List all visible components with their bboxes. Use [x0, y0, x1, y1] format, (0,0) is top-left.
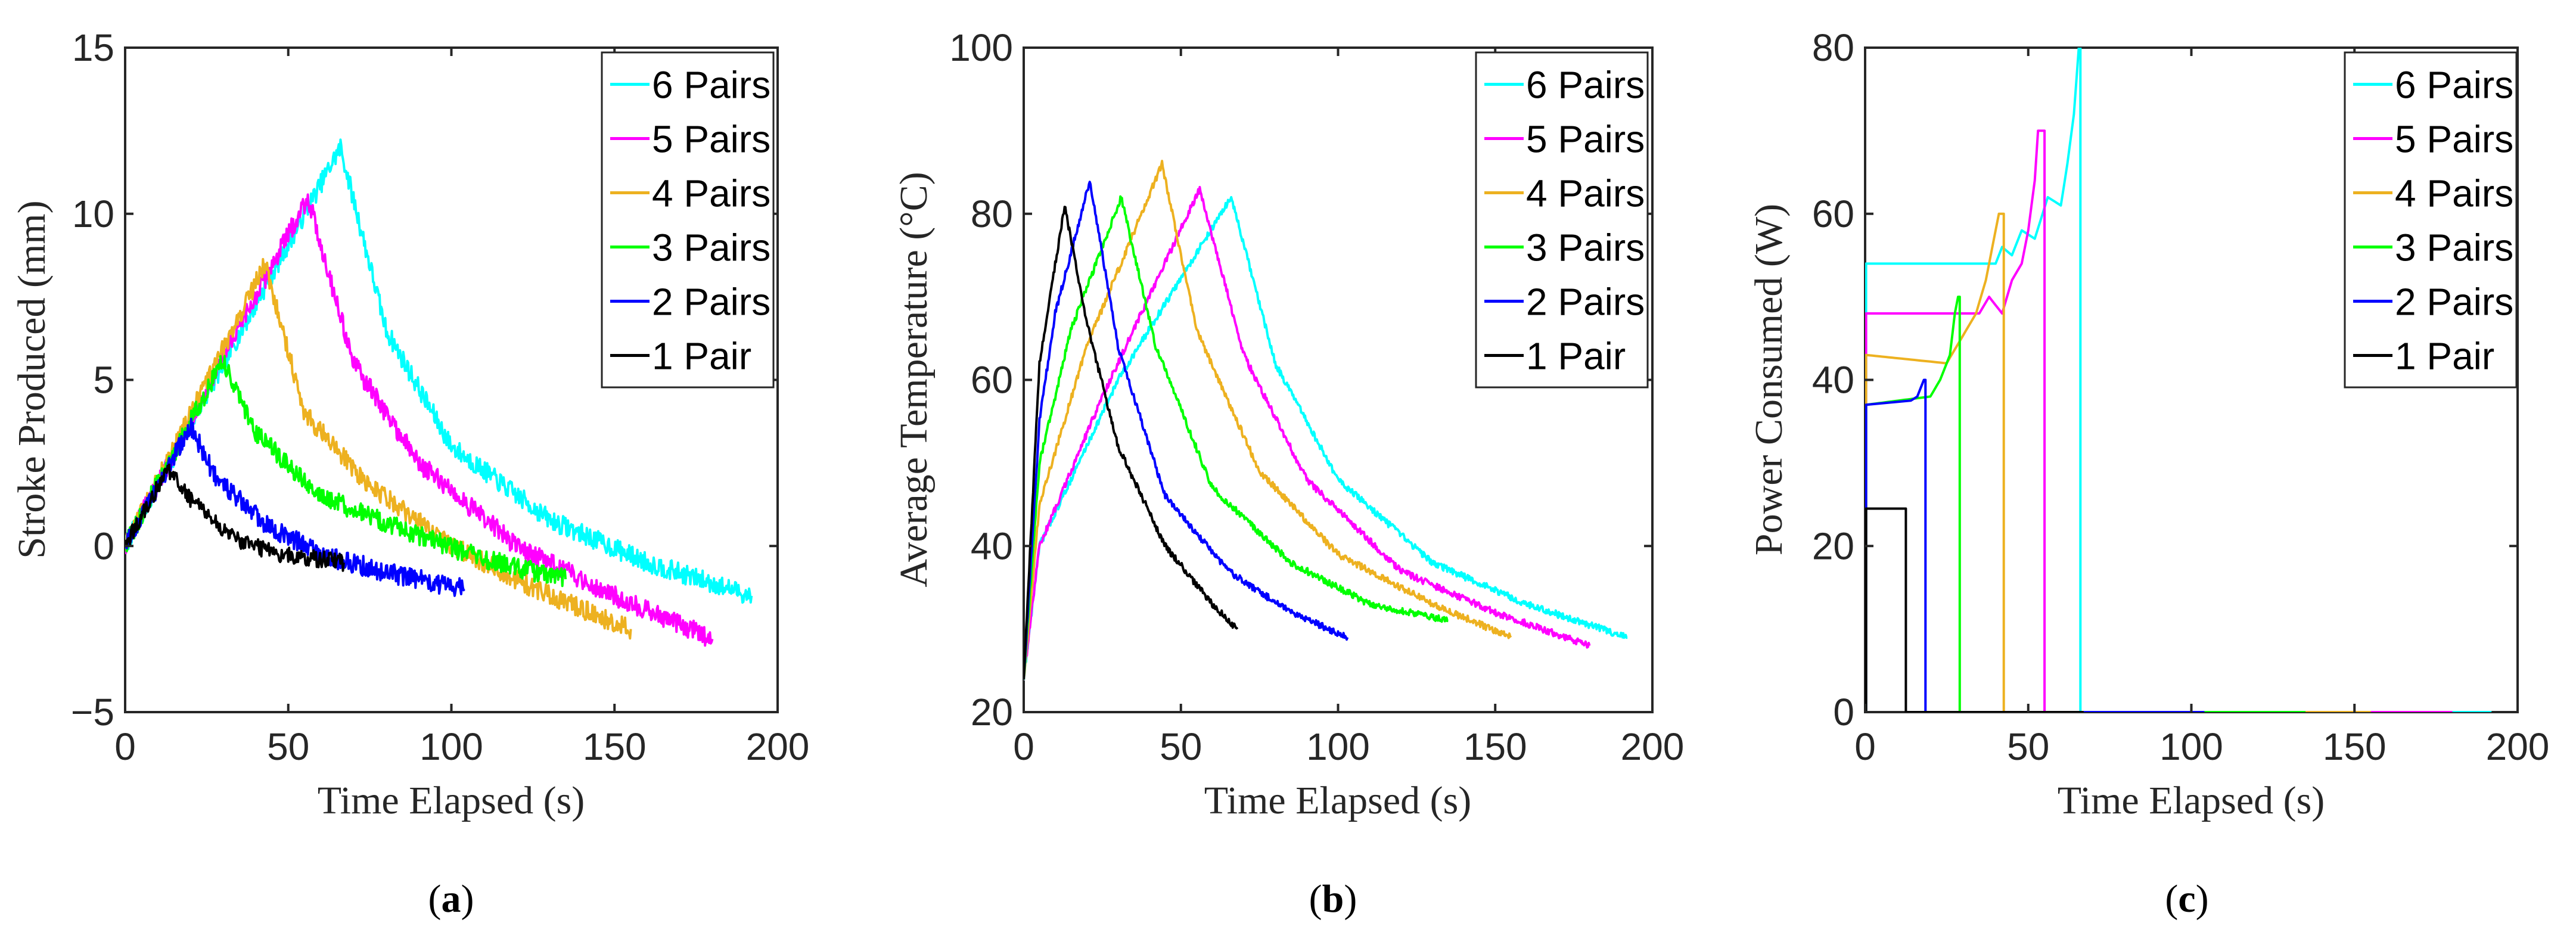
legend-label: 1 Pair: [652, 335, 751, 378]
x-tick-label: 50: [2007, 725, 2049, 768]
y-tick-label: 80: [971, 192, 1013, 235]
y-tick-label: 0: [93, 524, 114, 567]
x-tick-label: 0: [1013, 725, 1034, 768]
series-line-b-3-pairs: [1024, 195, 1449, 680]
legend-label: 5 Pairs: [2395, 118, 2513, 161]
legend-label: 4 Pairs: [652, 172, 770, 215]
legend-c: 6 Pairs 5 Pairs 4 Pairs 3 Pairs 2 Pairs 1 Pai…: [2344, 51, 2518, 389]
series-line-c-3-pairs: [1865, 296, 2306, 712]
series-line-a-3-pairs: [125, 355, 567, 588]
legend-label: 6 Pairs: [2395, 64, 2513, 107]
x-tick-label: 150: [1463, 725, 1527, 768]
panel-b: 0 50 100 150 200 20 40 60 80 100 Time Elapsed (s)…: [892, 26, 1684, 921]
legend-box: [2344, 51, 2518, 389]
series-line-c-5-pairs: [1865, 129, 2453, 712]
series-line-a-4-pairs: [125, 257, 632, 640]
y-tick-label: 15: [72, 26, 114, 69]
y-axis-label-c: Power Consumed (W): [1747, 204, 1791, 555]
legend-label: 2 Pairs: [1526, 281, 1645, 324]
y-tick-label: 40: [1812, 359, 1854, 402]
x-tick-label: 100: [2159, 725, 2223, 768]
y-tick-label: 20: [1812, 524, 1854, 567]
y-tick-label: 10: [72, 192, 114, 235]
x-tick-label: 0: [1854, 725, 1876, 768]
panel-c: 0 50 100 150 200 0 20 40 60 80 Time Elapsed (s) P…: [1747, 26, 2549, 921]
legend-label: 2 Pairs: [652, 281, 770, 324]
x-tick-label: 150: [583, 725, 647, 768]
legend-a: 6 Pairs 5 Pairs 4 Pairs 3 Pairs 2 Pairs 1 Pai…: [601, 51, 775, 389]
x-tick-label: 100: [420, 725, 483, 768]
series-line-c-4-pairs: [1865, 212, 2371, 712]
caption-b: (b): [1309, 877, 1357, 921]
series-line-c-6-pairs: [1865, 48, 2492, 712]
y-tick-label: 80: [1812, 26, 1854, 69]
y-tick-label: −5: [71, 691, 114, 734]
x-tick-label: 100: [1306, 725, 1370, 768]
y-tick-label: 0: [1833, 691, 1854, 734]
plot-area-c: [1865, 48, 2492, 712]
x-tick-label: 50: [1160, 725, 1202, 768]
x-axis-label-c: Time Elapsed (s): [2058, 779, 2325, 822]
caption-c: (c): [2165, 877, 2208, 921]
legend-label: 2 Pairs: [2395, 281, 2513, 324]
legend-label: 6 Pairs: [1526, 64, 1645, 107]
x-axis-label-b: Time Elapsed (s): [1204, 779, 1472, 822]
legend-label: 3 Pairs: [652, 226, 770, 269]
caption-a: (a): [428, 877, 474, 921]
series-line-b-2-pairs: [1024, 181, 1349, 680]
x-axis-label-a: Time Elapsed (s): [318, 779, 585, 822]
plot-area-b: [1024, 160, 1628, 681]
series-line-a-2-pairs: [125, 417, 465, 597]
legend-label: 1 Pair: [2395, 335, 2494, 378]
series-line-b-4-pairs: [1024, 160, 1512, 681]
y-axis-label-a: Stroke Produced (mm): [10, 200, 54, 558]
legend-label: 3 Pairs: [1526, 226, 1645, 269]
legend-label: 4 Pairs: [1526, 172, 1645, 215]
legend-box: [1475, 51, 1649, 389]
series-line-b-5-pairs: [1024, 186, 1591, 681]
x-tick-label: 0: [114, 725, 136, 768]
y-tick-label: 20: [971, 691, 1013, 734]
ticks-b: 0 50 100 150 200 20 40 60 80 100: [949, 26, 1684, 768]
plot-area-a: [125, 138, 753, 647]
ticks-c: 0 50 100 150 200 0 20 40 60 80: [1812, 26, 2550, 768]
y-tick-label: 40: [971, 524, 1013, 567]
series-line-a-1-pair: [125, 463, 345, 572]
legend-label: 3 Pairs: [2395, 226, 2513, 269]
series-line-c-2-pairs: [1865, 378, 2205, 712]
x-tick-label: 200: [746, 725, 810, 768]
series-line-c-1-pair: [1865, 507, 2084, 712]
x-tick-label: 200: [2486, 725, 2550, 768]
legend-label: 4 Pairs: [2395, 172, 2513, 215]
x-tick-label: 200: [1621, 725, 1685, 768]
y-tick-label: 5: [93, 359, 114, 402]
legend-box: [601, 51, 775, 389]
y-axis-label-b: Average Temperature (°C): [892, 172, 936, 587]
x-tick-label: 50: [267, 725, 309, 768]
y-tick-label: 100: [949, 26, 1013, 69]
y-tick-label: 60: [1812, 192, 1854, 235]
legend-label: 1 Pair: [1526, 335, 1626, 378]
series-line-b-1-pair: [1024, 206, 1239, 679]
x-tick-label: 150: [2323, 725, 2387, 768]
legend-label: 5 Pairs: [652, 118, 770, 161]
legend-label: 5 Pairs: [1526, 118, 1645, 161]
legend-label: 6 Pairs: [652, 64, 770, 107]
legend-b: 6 Pairs 5 Pairs 4 Pairs 3 Pairs 2 Pairs 1 Pai…: [1475, 51, 1649, 389]
y-tick-label: 60: [971, 359, 1013, 402]
